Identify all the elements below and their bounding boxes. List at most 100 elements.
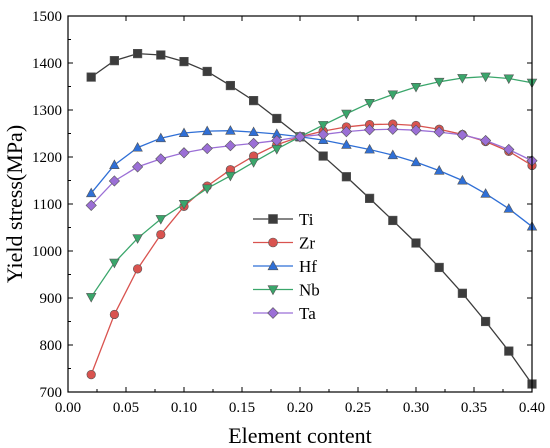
- data-point-ta: [387, 123, 399, 135]
- data-point-hf: [109, 159, 120, 169]
- x-axis-title: Element content: [228, 423, 372, 448]
- data-point-ti: [388, 215, 398, 226]
- x-tick-label: 0.20: [287, 400, 313, 416]
- data-point-hf: [387, 149, 399, 160]
- data-point-nb: [109, 258, 120, 269]
- data-point-ti: [109, 56, 119, 66]
- data-point-nb: [132, 234, 143, 244]
- data-point-ta: [433, 126, 445, 138]
- data-point-zr: [86, 370, 96, 380]
- data-point-nb: [155, 215, 167, 225]
- data-point-zr: [109, 309, 119, 320]
- data-point-ti: [411, 238, 421, 248]
- data-point-ti: [86, 72, 96, 82]
- data-point-ti: [225, 80, 236, 91]
- data-point-hf: [433, 165, 445, 175]
- data-point-hf: [248, 126, 259, 137]
- data-point-ta: [271, 134, 283, 147]
- data-point-ta: [132, 161, 144, 173]
- plot-frame: [67, 15, 533, 393]
- series-line-hf: [90, 130, 533, 228]
- data-point-ti: [341, 172, 352, 182]
- legend-marker: [267, 260, 279, 271]
- legend: Ti Zr Hf Nb Ta: [253, 210, 320, 323]
- data-point-hf: [85, 187, 97, 198]
- data-point-hf: [225, 125, 236, 135]
- legend-marker: [267, 285, 279, 296]
- data-point-ta: [480, 134, 492, 147]
- axes: 0.00 0.05 0.10 0.15 0.20 0.25 0.30 0.35 0.40 700 8…: [32, 9, 545, 416]
- data-point-ta: [503, 143, 515, 156]
- x-tick-label: 0.05: [113, 400, 139, 416]
- data-point-ti: [133, 48, 143, 59]
- data-point-ta: [294, 131, 306, 143]
- data-point-hf: [410, 156, 422, 167]
- data-point-ta: [201, 142, 213, 155]
- series-ti: [86, 48, 537, 389]
- data-point-ta: [178, 147, 190, 159]
- legend-label: Hf: [299, 257, 317, 276]
- series-hf: [85, 125, 538, 231]
- x-tick-label: 0.35: [461, 400, 487, 416]
- data-point-nb: [480, 72, 491, 83]
- x-tick-label: 0.40: [519, 400, 545, 416]
- data-point-ti: [457, 288, 468, 298]
- data-point-ta: [364, 124, 376, 136]
- legend-marker: [268, 214, 278, 224]
- data-point-hf: [503, 203, 515, 213]
- data-point-nb: [433, 77, 445, 88]
- data-point-hf: [155, 132, 167, 143]
- data-point-ti: [434, 262, 444, 273]
- data-point-hf: [178, 127, 190, 137]
- data-point-nb: [271, 145, 283, 155]
- data-point-ti: [202, 66, 212, 77]
- data-point-nb: [387, 90, 399, 101]
- x-tick-label: 0.00: [55, 400, 81, 416]
- y-tick-label: 800: [40, 338, 63, 354]
- data-point-ti: [364, 193, 375, 203]
- legend-marker: [267, 307, 279, 319]
- y-axis-title: Yield stress(MPa): [2, 125, 27, 283]
- data-point-ti: [156, 50, 166, 60]
- y-tick-label: 900: [40, 291, 63, 307]
- legend-marker: [268, 237, 278, 248]
- data-point-ta: [224, 140, 236, 152]
- x-tick-label: 0.30: [403, 400, 429, 416]
- data-point-hf: [132, 142, 143, 152]
- data-point-nb: [364, 98, 375, 109]
- data-point-zr: [156, 229, 166, 240]
- data-point-ta: [85, 199, 97, 211]
- y-tick-label: 1400: [32, 56, 62, 72]
- data-point-ta: [456, 129, 468, 141]
- legend-entry-hf: Hf: [253, 257, 317, 276]
- data-point-ti: [272, 113, 282, 124]
- x-tick-label: 0.25: [345, 400, 371, 416]
- data-point-ti: [318, 151, 328, 161]
- data-point-nb: [85, 293, 97, 303]
- y-tick-label: 1100: [33, 197, 62, 213]
- data-point-nb: [248, 158, 259, 168]
- data-point-ti: [179, 56, 189, 67]
- legend-label: Zr: [299, 234, 315, 253]
- y-tick-label: 1000: [32, 244, 62, 260]
- data-point-hf: [364, 143, 375, 154]
- y-tick-label: 1200: [32, 150, 62, 166]
- y-tick-label: 1300: [32, 103, 62, 119]
- data-point-hf: [480, 188, 491, 198]
- data-point-nb: [178, 200, 190, 210]
- legend-entry-zr: Zr: [253, 234, 315, 253]
- y-tick-label: 1500: [32, 9, 62, 25]
- data-point-ti: [504, 346, 514, 356]
- legend-entry-nb: Nb: [253, 281, 320, 300]
- x-tick-label: 0.15: [229, 400, 255, 416]
- data-point-nb: [225, 171, 236, 182]
- series-ta: [85, 123, 538, 211]
- data-point-nb: [457, 74, 468, 84]
- legend-entry-ta: Ta: [253, 304, 316, 323]
- data-point-zr: [133, 264, 143, 274]
- data-point-ti: [480, 316, 491, 327]
- plot-area: [85, 48, 538, 389]
- data-point-hf: [341, 139, 352, 149]
- legend-label: Ti: [299, 210, 314, 229]
